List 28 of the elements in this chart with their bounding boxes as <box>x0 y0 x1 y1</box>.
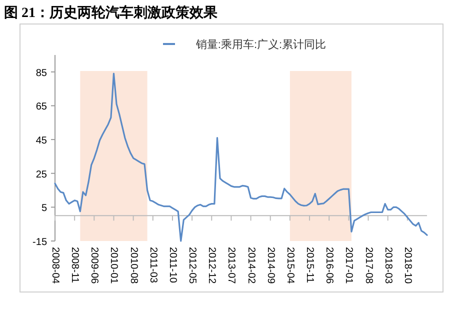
x-tick-label: 2018-10 <box>402 247 413 284</box>
y-tick-label: 5 <box>41 203 48 214</box>
line-series <box>54 72 428 242</box>
y-tick-label: 45 <box>36 136 48 147</box>
chart-title: 图 21：历史两轮汽车刺激政策效果 <box>4 4 218 21</box>
x-tick-label: 2014-02 <box>245 247 256 284</box>
x-tick-label: 2012-12 <box>206 247 218 284</box>
legend-label: 销量:乘用车:广义:累计同比 <box>194 38 326 51</box>
x-tick-label: 2016-06 <box>324 247 335 284</box>
x-tick-label: 2011-03 <box>147 247 158 284</box>
x-tick-label: 2017-08 <box>362 247 374 284</box>
x-tick-label: 2018-03 <box>382 247 394 284</box>
y-tick-label: 65 <box>36 102 48 113</box>
x-tick-label: 2012-05 <box>186 247 198 284</box>
x-tick-label: 2009-06 <box>88 247 100 284</box>
y-tick-label: 85 <box>36 68 48 79</box>
x-tick-label: 2015-11 <box>304 247 316 284</box>
x-tick-label: 2017-01 <box>343 247 354 284</box>
x-tick-label: 2013-07 <box>226 247 237 284</box>
y-tick-label: -15 <box>32 237 48 248</box>
x-tick-label: 2008-04 <box>50 247 60 284</box>
x-tick-label: 2010-08 <box>128 247 139 284</box>
x-tick-label: 2008-11 <box>69 247 80 284</box>
x-tick-label: 2014-09 <box>264 247 276 284</box>
x-tick-label: 2010-01 <box>108 247 120 284</box>
y-tick-label: 25 <box>36 169 48 180</box>
x-tick-label: 2011-10 <box>166 247 178 284</box>
x-tick-label: 2015-04 <box>284 247 296 284</box>
